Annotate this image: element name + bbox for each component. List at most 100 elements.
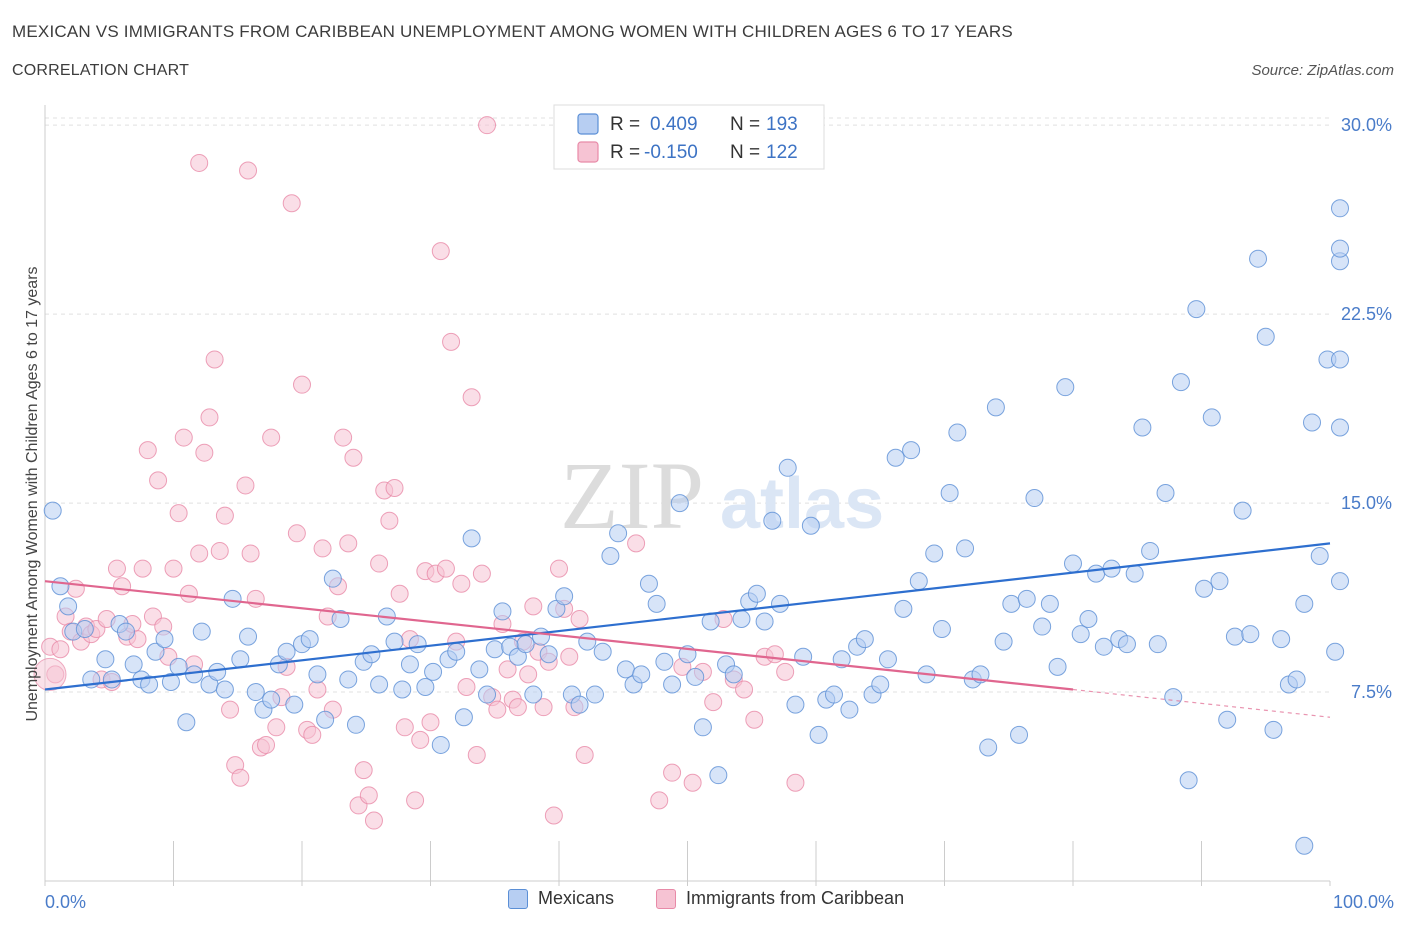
caribbean-point-30	[195, 443, 214, 462]
mexicans-point-149	[1195, 579, 1214, 598]
mexicans-point-131	[1056, 378, 1075, 397]
mexicans-point-151	[1210, 572, 1229, 591]
mexicans-point-140	[1125, 564, 1144, 583]
mexicans-point-146	[1171, 373, 1190, 392]
mexicans-point-116	[940, 484, 959, 502]
mexicans-point-169	[1331, 572, 1349, 591]
legend-n-label-2: N =	[730, 142, 760, 163]
caribbean-point-66	[380, 511, 399, 530]
mexicans-point-92	[755, 612, 774, 631]
caribbean-point-68	[390, 584, 409, 603]
caribbean-point-61	[354, 761, 373, 780]
caribbean-point-2	[51, 640, 70, 659]
caribbean-point-35	[221, 700, 240, 719]
watermark-atlas: atlas	[720, 464, 884, 544]
mexicans-point-36	[323, 569, 342, 588]
mexicans-point-124	[1002, 594, 1021, 613]
mexicans-point-155	[1241, 625, 1260, 644]
caribbean-point-67	[385, 478, 404, 497]
caribbean-point-59	[344, 448, 363, 467]
caribbean-point-80	[452, 574, 471, 593]
legend-r-value-1: 0.409	[650, 114, 698, 135]
mexicans-point-76	[632, 665, 651, 684]
caribbean-point-76	[431, 242, 450, 261]
mexicans-point-55	[470, 660, 489, 679]
mexicans-point-150	[1202, 408, 1221, 427]
caribbean-point-62	[359, 786, 378, 805]
caribbean-point-83	[467, 746, 486, 765]
mexicans-point-127	[1025, 489, 1044, 508]
caribbean-point-93	[519, 665, 538, 684]
mexicans-point-14	[155, 630, 174, 649]
mexicans-point-73	[609, 524, 628, 543]
mexicans-point-71	[593, 642, 612, 661]
trend-lines	[44, 542, 1331, 718]
legend-top: R = 0.409 N = 193 R = -0.150 N = 122	[553, 104, 825, 170]
legend-n-value-1: 193	[766, 114, 798, 135]
mexicans-point-41	[362, 645, 381, 664]
mexicans-point-118	[956, 539, 975, 558]
mexicans-point-153	[1225, 627, 1244, 646]
caribbean-point-19	[138, 441, 157, 460]
mexicans-point-21	[208, 662, 227, 681]
mexicans-point-148	[1187, 300, 1206, 319]
legend-n-label-1: N =	[730, 114, 760, 135]
mexicans-point-168	[1331, 350, 1349, 369]
mexicans-point-141	[1133, 418, 1152, 437]
mexicans-point-62	[524, 685, 543, 704]
mexicans-point-142	[1141, 541, 1160, 560]
legend-swatch-mexicans	[577, 113, 599, 135]
mexicans-point-38	[339, 670, 358, 689]
mexicans-point-52	[447, 642, 466, 661]
mexicans-point-164	[1310, 546, 1329, 565]
mexicans-point-81	[670, 494, 689, 513]
caribbean-point-105	[190, 153, 209, 172]
watermark: ZIP atlas	[560, 442, 884, 549]
mexicans-point-109	[886, 448, 905, 467]
mexicans-point-94	[771, 594, 790, 613]
caribbean-point-24	[164, 559, 183, 578]
mexicans-point-33	[300, 630, 319, 649]
mexicans-point-39	[346, 715, 365, 734]
mexicans-point-49	[424, 662, 443, 681]
caribbean-point-119	[765, 645, 784, 664]
mexicans-point-28	[262, 690, 281, 709]
axes	[44, 105, 1331, 886]
caribbean-point-101	[560, 647, 579, 666]
mexicans-point-172	[1331, 239, 1349, 258]
caribbean-point-99	[550, 559, 568, 578]
caribbean-point-96	[534, 698, 553, 717]
mexicans-point-157	[1256, 327, 1275, 346]
mexicans-point-18	[185, 665, 204, 684]
caribbean-point-113	[704, 693, 723, 712]
mexicans-point-121	[979, 738, 998, 757]
mexicans-point-42	[370, 675, 389, 694]
caribbean-point-84	[472, 564, 491, 583]
mexicans-point-98	[801, 516, 820, 535]
mexicans-point-130	[1048, 657, 1067, 676]
mexicans-point-12	[140, 675, 159, 694]
caribbean-point-87	[488, 700, 507, 719]
mexicans-point-158	[1264, 720, 1283, 739]
mexicans-point-0	[43, 501, 62, 520]
caribbean-point-33	[210, 541, 229, 560]
legend-label-mexicans: Mexicans	[538, 888, 615, 908]
mexicans-point-80	[663, 675, 682, 694]
caribbean-point-29	[190, 544, 209, 563]
mexicans-point-44	[385, 632, 404, 651]
mexicans-point-22	[215, 680, 234, 699]
legend-n-value-2: 122	[766, 142, 798, 163]
caribbean-point-89	[498, 660, 517, 679]
mexicans-point-9	[116, 622, 135, 641]
caribbean-point-104	[575, 746, 594, 765]
mexicans-point-166	[1326, 642, 1345, 661]
legend-item-mexicans: Mexicans	[508, 888, 614, 909]
chart-title: MEXICAN VS IMMIGRANTS FROM CARIBBEAN UNE…	[12, 22, 1013, 41]
mexicans-point-173	[1295, 836, 1314, 855]
mexicans-point-83	[686, 667, 705, 686]
caribbean-point-47	[282, 194, 301, 213]
legend-label-caribbean: Immigrants from Caribbean	[686, 888, 905, 908]
caribbean-point-34	[215, 506, 234, 525]
mexicans-point-161	[1287, 670, 1306, 689]
